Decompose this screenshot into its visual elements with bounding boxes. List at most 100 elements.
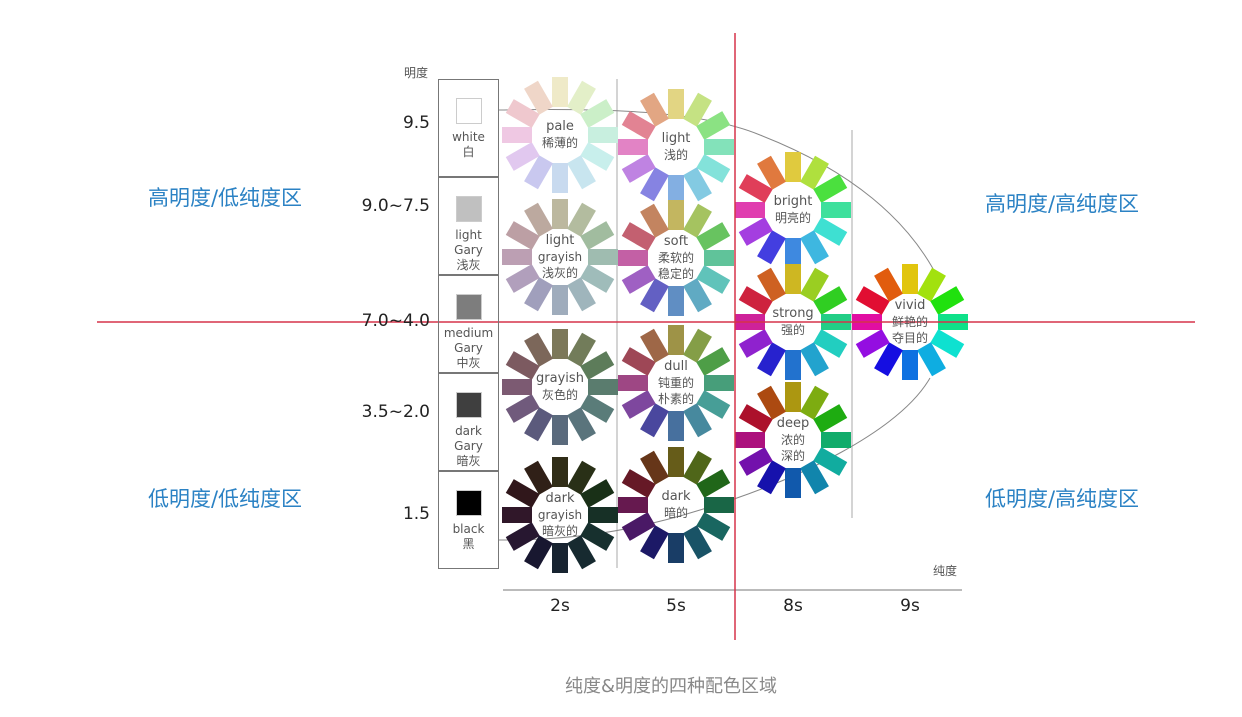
color-swatch: [580, 99, 615, 128]
tone-label-light-grayish: light grayish 浅灰的: [525, 233, 595, 281]
color-swatch: [505, 99, 540, 128]
tone-label-line: 夺目的: [891, 331, 928, 345]
tone-label-light: light 浅的: [641, 131, 711, 163]
tone-label-line: grayish: [536, 371, 584, 386]
color-swatch: [640, 450, 669, 485]
color-swatch: [696, 512, 731, 541]
tone-label-line: grayish: [537, 508, 583, 522]
lightness-level: 9.0~7.5: [361, 196, 430, 216]
color-swatch: [821, 202, 851, 218]
tone-label-line: light: [661, 131, 691, 146]
tone-wheel-light-grayish: [502, 199, 618, 315]
color-swatch: [683, 278, 712, 313]
color-swatch: [580, 221, 615, 250]
color-swatch: [757, 267, 786, 302]
tone-label-deep: deep 浓的 深的: [758, 416, 828, 464]
color-swatch: [580, 479, 615, 508]
tone-label-strong: strong 强的: [758, 306, 828, 338]
tone-label-line: light: [545, 233, 575, 248]
color-swatch: [588, 507, 618, 523]
gray-name-zh: 白: [462, 145, 475, 159]
color-swatch: [813, 447, 848, 476]
gray-scale-cell: white 白: [438, 79, 499, 177]
color-swatch: [785, 350, 801, 380]
color-swatch: [505, 221, 540, 250]
tone-label-line: deep: [776, 416, 810, 431]
color-swatch: [580, 394, 615, 423]
color-swatch: [738, 447, 773, 476]
color-swatch: [800, 267, 829, 302]
tone-label-line: 鲜艳的: [891, 315, 928, 329]
tone-label-pale: pale 稀薄的: [525, 119, 595, 151]
color-swatch: [618, 375, 648, 391]
color-swatch: [917, 342, 946, 377]
color-swatch: [683, 525, 712, 560]
color-swatch: [696, 111, 731, 140]
color-swatch: [696, 154, 731, 183]
color-swatch: [813, 404, 848, 433]
color-swatch: [618, 497, 648, 513]
color-swatch: [683, 328, 712, 363]
color-swatch: [757, 385, 786, 420]
color-swatch: [567, 80, 596, 115]
tone-label-dark-grayish: dark grayish 暗灰的: [525, 491, 595, 539]
color-swatch: [502, 507, 532, 523]
color-swatch: [683, 203, 712, 238]
gray-swatch: [455, 392, 482, 418]
color-swatch: [640, 92, 669, 127]
tone-label-line: 暗灰的: [541, 524, 578, 538]
gray-name-en: medium: [443, 326, 494, 340]
tone-label-line: 浅灰的: [541, 266, 578, 280]
tone-label-line: 明亮的: [774, 211, 811, 225]
color-swatch: [738, 329, 773, 358]
gray-name-zh: 黑: [462, 537, 475, 551]
quadrant-label-top-left: 高明度/低纯度区: [147, 186, 303, 210]
tone-label-dull: dull 钝重的 朴素的: [641, 359, 711, 407]
color-swatch: [618, 250, 648, 266]
color-swatch: [668, 175, 684, 205]
quadrant-label-bottom-right: 低明度/高纯度区: [984, 487, 1140, 511]
color-swatch: [735, 432, 765, 448]
color-swatch: [524, 407, 553, 442]
gray-name-zh: 中灰: [456, 356, 481, 370]
lightness-level: 7.0~4.0: [361, 311, 430, 331]
tone-label-bright: bright 明亮的: [758, 194, 828, 226]
tone-wheel-vivid: [852, 264, 968, 380]
color-swatch: [855, 329, 890, 358]
tone-label-line: 浅的: [663, 148, 688, 162]
color-swatch: [855, 286, 890, 315]
color-swatch: [813, 286, 848, 315]
color-swatch: [552, 329, 568, 359]
color-swatch: [683, 403, 712, 438]
color-swatch: [640, 167, 669, 202]
color-swatch: [621, 222, 656, 251]
tone-wheel-soft: [618, 200, 734, 316]
color-swatch: [696, 469, 731, 498]
color-swatch: [800, 155, 829, 190]
saturation-level: 8s: [783, 596, 803, 616]
color-swatch: [696, 222, 731, 251]
color-swatch: [785, 238, 801, 268]
color-swatch: [502, 379, 532, 395]
color-swatch: [502, 127, 532, 143]
color-swatch: [813, 217, 848, 246]
gray-name-en: Gary: [454, 243, 483, 257]
tone-label-line: 钝重的: [657, 376, 694, 390]
color-swatch: [552, 163, 568, 193]
color-swatch: [902, 264, 918, 294]
tone-label-soft: soft 柔软的 稳定的: [641, 234, 711, 282]
saturation-level: 5s: [666, 596, 686, 616]
gray-name-zh: 暗灰: [456, 454, 481, 468]
color-swatch: [524, 460, 553, 495]
color-swatch: [640, 525, 669, 560]
color-swatch: [800, 385, 829, 420]
color-swatch: [580, 351, 615, 380]
lightness-level: 3.5~2.0: [361, 402, 430, 422]
color-swatch: [735, 202, 765, 218]
color-swatch: [524, 155, 553, 190]
tone-label-line: strong: [772, 306, 814, 321]
lightness-axis-title: 明度: [404, 66, 429, 80]
color-swatch: [902, 350, 918, 380]
color-swatch: [800, 342, 829, 377]
